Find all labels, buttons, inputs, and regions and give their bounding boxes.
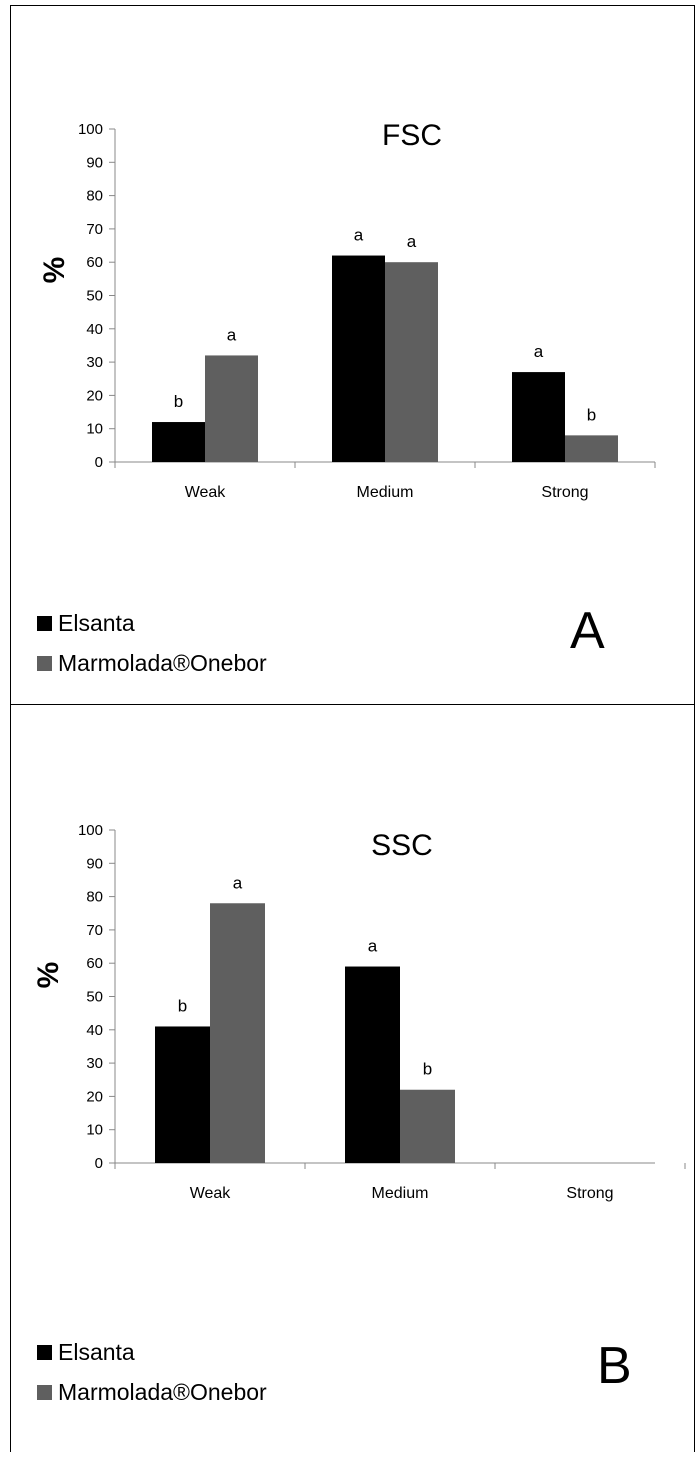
y-tick-label: 60 [86, 955, 103, 972]
y-tick-label: 70 [86, 922, 103, 939]
y-tick-label: 0 [95, 1155, 103, 1172]
legend-swatch-elsanta [37, 1344, 52, 1360]
data-label: b [174, 392, 183, 411]
y-tick-label: 40 [86, 1022, 103, 1039]
legend-item-marmolada: Marmolada®Onebor [37, 643, 267, 683]
y-tick-label: 10 [86, 421, 103, 438]
panel-label-b: B [597, 1337, 632, 1395]
y-tick-label: 100 [78, 121, 103, 138]
legend-swatch-marmolada [37, 655, 52, 671]
y-tick-label: 100 [78, 822, 103, 839]
y-axis-label: % [38, 257, 71, 284]
y-tick-label: 20 [86, 387, 103, 404]
chart-title: SSC [371, 829, 433, 862]
legend-label-marmolada: Marmolada®Onebor [58, 1379, 267, 1405]
y-tick-label: 90 [86, 855, 103, 872]
legend-label-elsanta: Elsanta [58, 610, 135, 636]
panel-label-a: A [570, 602, 605, 660]
data-label: a [233, 873, 243, 892]
bar [400, 1089, 455, 1163]
bar [152, 422, 205, 462]
legend-swatch-marmolada [37, 1384, 52, 1400]
data-label: a [227, 325, 237, 344]
y-tick-label: 30 [86, 354, 103, 371]
legend-a: Elsanta Marmolada®Onebor [37, 603, 267, 683]
panel-b-frame [10, 704, 695, 1452]
bar [512, 372, 565, 462]
x-tick-label: Weak [185, 484, 227, 501]
chart-title: FSC [382, 119, 442, 152]
y-tick-label: 70 [86, 221, 103, 238]
y-tick-label: 0 [95, 454, 103, 471]
legend-item-marmolada: Marmolada®Onebor [37, 1372, 267, 1412]
bar [345, 966, 400, 1163]
x-tick-label: Weak [190, 1185, 232, 1202]
y-tick-label: 10 [86, 1122, 103, 1139]
data-label: b [587, 405, 596, 424]
x-tick-label: Medium [372, 1185, 429, 1202]
y-tick-label: 50 [86, 989, 103, 1006]
y-tick-label: 80 [86, 889, 103, 906]
y-tick-label: 80 [86, 188, 103, 205]
x-tick-label: Strong [541, 484, 588, 501]
data-label: a [407, 232, 417, 251]
legend-swatch-elsanta [37, 615, 52, 631]
y-tick-label: 20 [86, 1088, 103, 1105]
y-tick-label: 50 [86, 288, 103, 305]
legend-label-marmolada: Marmolada®Onebor [58, 650, 267, 676]
data-label: b [423, 1060, 432, 1079]
bar [155, 1026, 210, 1163]
y-tick-label: 60 [86, 254, 103, 271]
bar [385, 262, 438, 462]
bar [565, 435, 618, 462]
legend-item-elsanta: Elsanta [37, 603, 267, 643]
x-tick-label: Strong [566, 1185, 613, 1202]
y-tick-label: 40 [86, 321, 103, 338]
bar [210, 903, 265, 1163]
y-axis-label: % [32, 962, 65, 989]
data-label: a [368, 937, 378, 956]
legend-item-elsanta: Elsanta [37, 1332, 267, 1372]
bar [205, 355, 258, 462]
data-label: a [354, 226, 364, 245]
legend-b: Elsanta Marmolada®Onebor [37, 1332, 267, 1412]
y-tick-label: 90 [86, 154, 103, 171]
bar [332, 255, 385, 462]
x-tick-label: Medium [357, 484, 414, 501]
y-tick-label: 30 [86, 1055, 103, 1072]
data-label: b [178, 996, 187, 1015]
data-label: a [534, 342, 544, 361]
legend-label-elsanta: Elsanta [58, 1339, 135, 1365]
